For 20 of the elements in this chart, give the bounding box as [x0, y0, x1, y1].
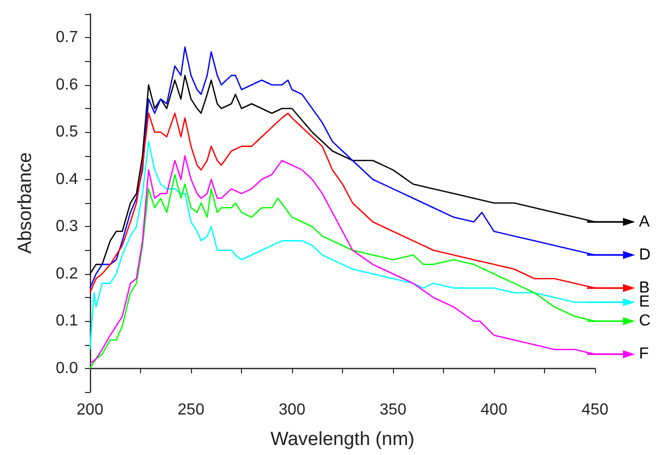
y-tick-label: 0.5: [56, 124, 78, 141]
y-tick-label: 0.1: [56, 312, 78, 330]
legend-label: F: [639, 346, 649, 363]
y-axis-title: Absorbance: [15, 152, 36, 254]
y-tick-label: 0.2: [56, 265, 78, 282]
y-tick-label: 0.3: [56, 218, 78, 236]
y-tick-label: 0.0: [56, 360, 78, 377]
x-tick-label: 200: [76, 402, 104, 418]
x-axis-title: Wavelength (nm): [270, 429, 414, 450]
legend-label: A: [639, 213, 650, 230]
x-tick-label: 450: [582, 402, 608, 418]
legend-label: D: [639, 246, 651, 264]
x-tick-label: 350: [380, 402, 406, 418]
legend-label: C: [639, 312, 651, 330]
y-tick-label: 0.7: [56, 29, 78, 46]
y-tick-label: 0.6: [56, 76, 78, 94]
x-tick-label: 300: [278, 402, 306, 418]
x-tick-label: 400: [480, 402, 508, 418]
x-tick-label: 250: [178, 402, 204, 418]
y-tick-label: 0.4: [56, 170, 78, 188]
